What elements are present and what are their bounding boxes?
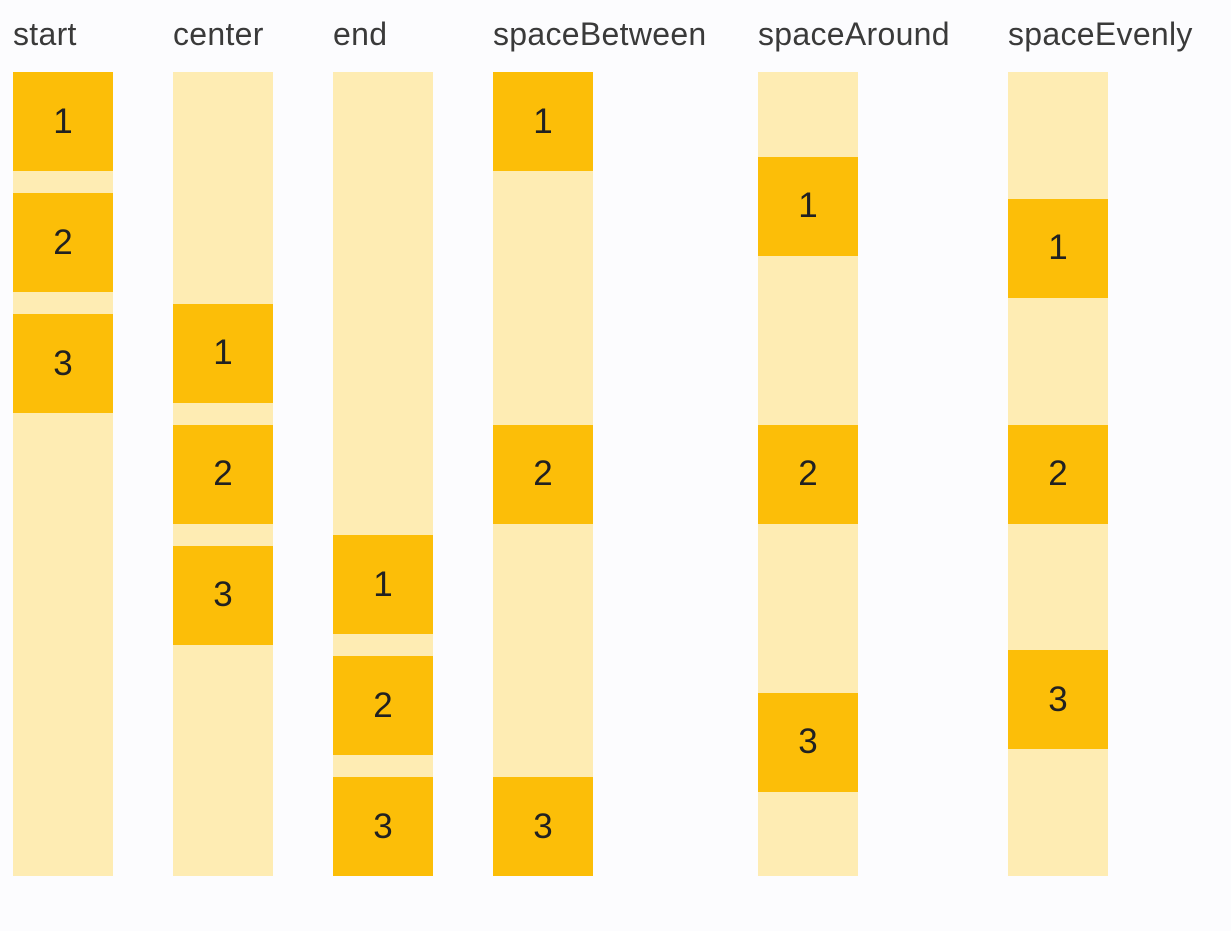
flex-item-box-2: 2 [13, 193, 113, 292]
flex-item-box-2: 2 [1008, 424, 1108, 524]
column-container-end: 1 2 3 [333, 72, 433, 876]
flex-item-box-1: 1 [1008, 198, 1108, 298]
flex-item-box-2: 2 [758, 424, 858, 524]
alignment-example-spaceAround: spaceAround 1 2 3 [758, 16, 950, 876]
flex-item-box-1: 1 [173, 303, 273, 403]
flex-item-box-1: 1 [13, 72, 113, 171]
flex-item-box-2: 2 [493, 424, 593, 524]
column-container-spaceBetween: 1 2 3 [493, 72, 593, 876]
flex-item-box-3: 3 [1008, 650, 1108, 750]
flex-item-box-3: 3 [13, 314, 113, 413]
alignment-example-center: center 1 2 3 [173, 16, 273, 876]
column-header-spaceAround: spaceAround [758, 16, 950, 52]
flex-item-box-3: 3 [173, 545, 273, 645]
alignment-example-end: end 1 2 3 [333, 16, 433, 876]
alignment-example-spaceBetween: spaceBetween 1 2 3 [493, 16, 707, 876]
flex-item-box-3: 3 [758, 692, 858, 792]
column-header-start: start [13, 16, 77, 52]
flex-item-box-2: 2 [173, 424, 273, 524]
column-container-start: 1 2 3 [13, 72, 113, 876]
column-container-center: 1 2 3 [173, 72, 273, 876]
column-container-spaceEvenly: 1 2 3 [1008, 72, 1108, 876]
column-header-spaceBetween: spaceBetween [493, 16, 707, 52]
alignment-example-start: start 1 2 3 [13, 16, 113, 876]
flex-item-box-3: 3 [493, 777, 593, 876]
column-header-end: end [333, 16, 388, 52]
column-container-spaceAround: 1 2 3 [758, 72, 858, 876]
alignment-example-spaceEvenly: spaceEvenly 1 2 3 [1008, 16, 1193, 876]
flex-item-box-3: 3 [333, 777, 433, 876]
flex-item-box-1: 1 [333, 535, 433, 634]
column-header-center: center [173, 16, 264, 52]
flex-item-box-1: 1 [758, 156, 858, 256]
column-header-spaceEvenly: spaceEvenly [1008, 16, 1193, 52]
flex-item-box-2: 2 [333, 656, 433, 755]
flex-item-box-1: 1 [493, 72, 593, 171]
